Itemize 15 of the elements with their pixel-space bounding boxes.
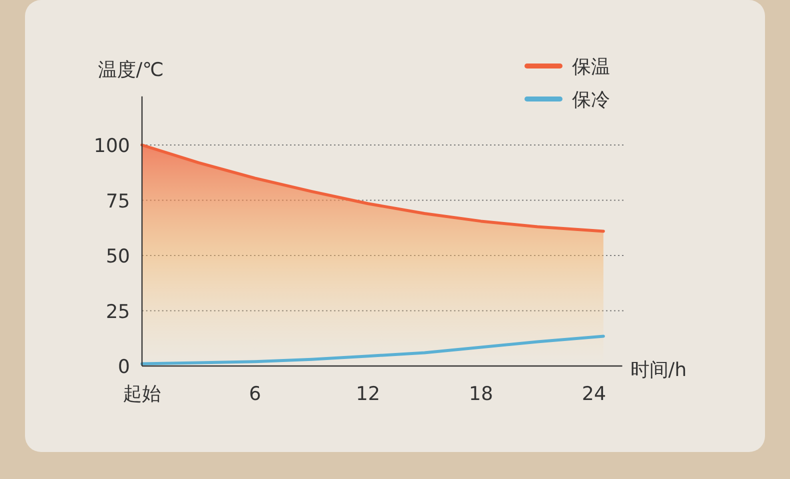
y-tick-label: 25 [106, 300, 130, 323]
x-tick-label: 18 [468, 383, 494, 405]
line-series [140, 334, 605, 366]
legend-label: 保冷 [572, 89, 610, 111]
x-tick-label: 6 [248, 383, 262, 405]
x-tick-label: 24 [582, 383, 606, 405]
legend-label: 保温 [572, 56, 610, 78]
y-tick-label: 75 [106, 190, 130, 212]
x-axis-title: 时间/h [630, 359, 687, 381]
y-axis-title: 温度/℃ [98, 59, 164, 81]
x-tick-label: 12 [356, 383, 380, 405]
x-tick-label: 起始 [123, 383, 161, 405]
y-tick-label: 100 [94, 135, 130, 157]
y-tick-label: 0 [118, 356, 130, 378]
y-tick-label: 50 [106, 246, 130, 268]
